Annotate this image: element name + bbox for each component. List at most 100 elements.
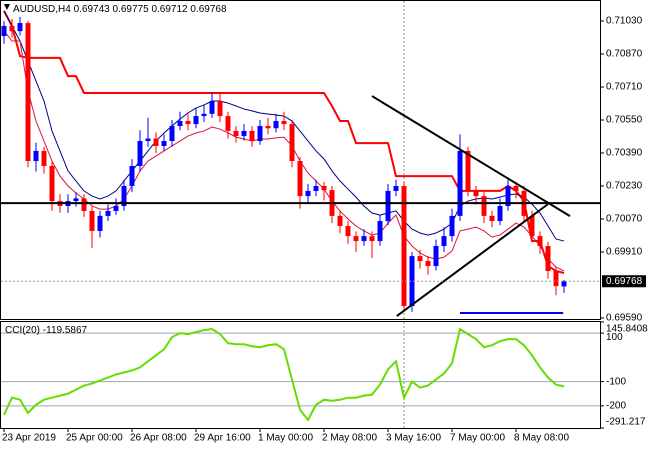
candle-body	[337, 215, 343, 226]
trendline	[371, 95, 571, 217]
candle-body	[161, 141, 167, 146]
candle-body	[385, 190, 391, 222]
cci-line	[3, 327, 565, 422]
candle-body	[273, 121, 279, 129]
cci-panel-frame	[0, 321, 601, 429]
x-tick-label: 8 May 08:00	[514, 433, 569, 444]
candle-body	[505, 185, 511, 206]
candle-body	[289, 124, 295, 162]
open-value: 0.69743	[74, 4, 111, 15]
last-price-box	[602, 275, 646, 288]
candle-body	[345, 225, 351, 237]
candle-body	[1, 25, 7, 37]
price-panel-frame	[0, 0, 601, 320]
y-tick-label: 0.70230	[606, 181, 643, 192]
candle-body	[545, 245, 551, 271]
candle-body	[409, 256, 415, 307]
y-tick-label: 100	[606, 332, 623, 343]
candle-body	[17, 23, 23, 32]
x-tick-label: 25 Apr 00:00	[66, 433, 123, 444]
y-tick-label: 0.70070	[606, 214, 643, 225]
x-tick-label: 26 Apr 08:00	[130, 433, 187, 444]
x-tick-label: 2 May 08:00	[322, 433, 377, 444]
y-tick-label: 0.70390	[606, 148, 643, 159]
symbol-icon	[4, 4, 10, 10]
candle-body	[313, 185, 319, 191]
candle-body	[41, 150, 47, 166]
cci-header: CCI(20) -119.5867	[5, 325, 88, 336]
candle-body	[257, 125, 263, 142]
candle-body	[249, 130, 255, 142]
low-value: 0.69712	[151, 4, 188, 15]
candle-body	[513, 185, 519, 191]
candle-body	[73, 198, 79, 202]
candle-body	[425, 261, 431, 266]
candle-body	[433, 245, 439, 266]
candle-body	[25, 23, 31, 162]
candle-body	[209, 101, 215, 114]
candle-body	[393, 185, 399, 191]
y-tick-label: 0.69910	[606, 247, 643, 258]
candle-body	[457, 150, 463, 216]
candle-body	[561, 281, 567, 287]
cci-value: -119.5867	[43, 325, 88, 336]
candle-body	[145, 138, 151, 142]
candle-body	[113, 205, 119, 211]
candle-body	[497, 205, 503, 222]
x-tick-label: 7 May 00:00	[450, 433, 505, 444]
candle-body	[153, 138, 159, 146]
candle-body	[305, 190, 311, 197]
y-tick-label: 0.70710	[606, 82, 643, 93]
y-tick-label: 0.71030	[606, 16, 643, 27]
candle-body	[377, 221, 383, 242]
candle-body	[417, 256, 423, 262]
candle-body	[281, 121, 287, 125]
candle-body	[185, 121, 191, 125]
candle-body	[105, 210, 111, 216]
candle-body	[217, 101, 223, 117]
candle-body	[489, 215, 495, 222]
candle-body	[449, 215, 455, 237]
candle-body	[529, 215, 535, 237]
candle-body	[169, 125, 175, 142]
high-value: 0.69775	[113, 4, 150, 15]
chart-header: AUDUSD,H4 0.69743 0.69775 0.69712 0.6976…	[13, 4, 227, 15]
y-tick-label: -291.217	[606, 417, 646, 428]
candle-body	[49, 165, 55, 202]
trendline	[396, 203, 549, 317]
candle-body	[441, 236, 447, 246]
candle-body	[129, 165, 135, 186]
candle-body	[89, 210, 95, 231]
x-tick-label: 23 Apr 2019	[2, 433, 56, 444]
candle-body	[481, 196, 487, 216]
x-tick-label: 3 May 16:00	[386, 433, 441, 444]
candle-body	[177, 121, 183, 126]
candle-body	[465, 150, 471, 191]
candle-body	[81, 198, 87, 211]
y-tick-label: 0.70550	[606, 115, 643, 126]
candle-body	[473, 190, 479, 197]
y-tick-label: -100	[606, 376, 626, 387]
candle-body	[201, 113, 207, 117]
indicator-line	[3, 30, 565, 272]
candle-body	[369, 236, 375, 242]
candle-body	[241, 130, 247, 137]
x-tick-label: 1 May 00:00	[258, 433, 313, 444]
candle-body	[225, 116, 231, 131]
candle-body	[33, 150, 39, 162]
y-tick-label: 145.8408	[606, 324, 648, 335]
candle-body	[553, 270, 559, 287]
candle-body	[361, 236, 367, 242]
y-tick-label: 0.70870	[606, 49, 643, 60]
cci-title: CCI(20)	[5, 325, 40, 336]
candle-body	[321, 185, 327, 191]
candle-body	[193, 116, 199, 125]
candle-body	[121, 185, 127, 206]
candle-body	[297, 161, 303, 197]
close-value: 0.69768	[190, 4, 227, 15]
candle-body	[353, 236, 359, 242]
candle-body	[537, 236, 543, 246]
